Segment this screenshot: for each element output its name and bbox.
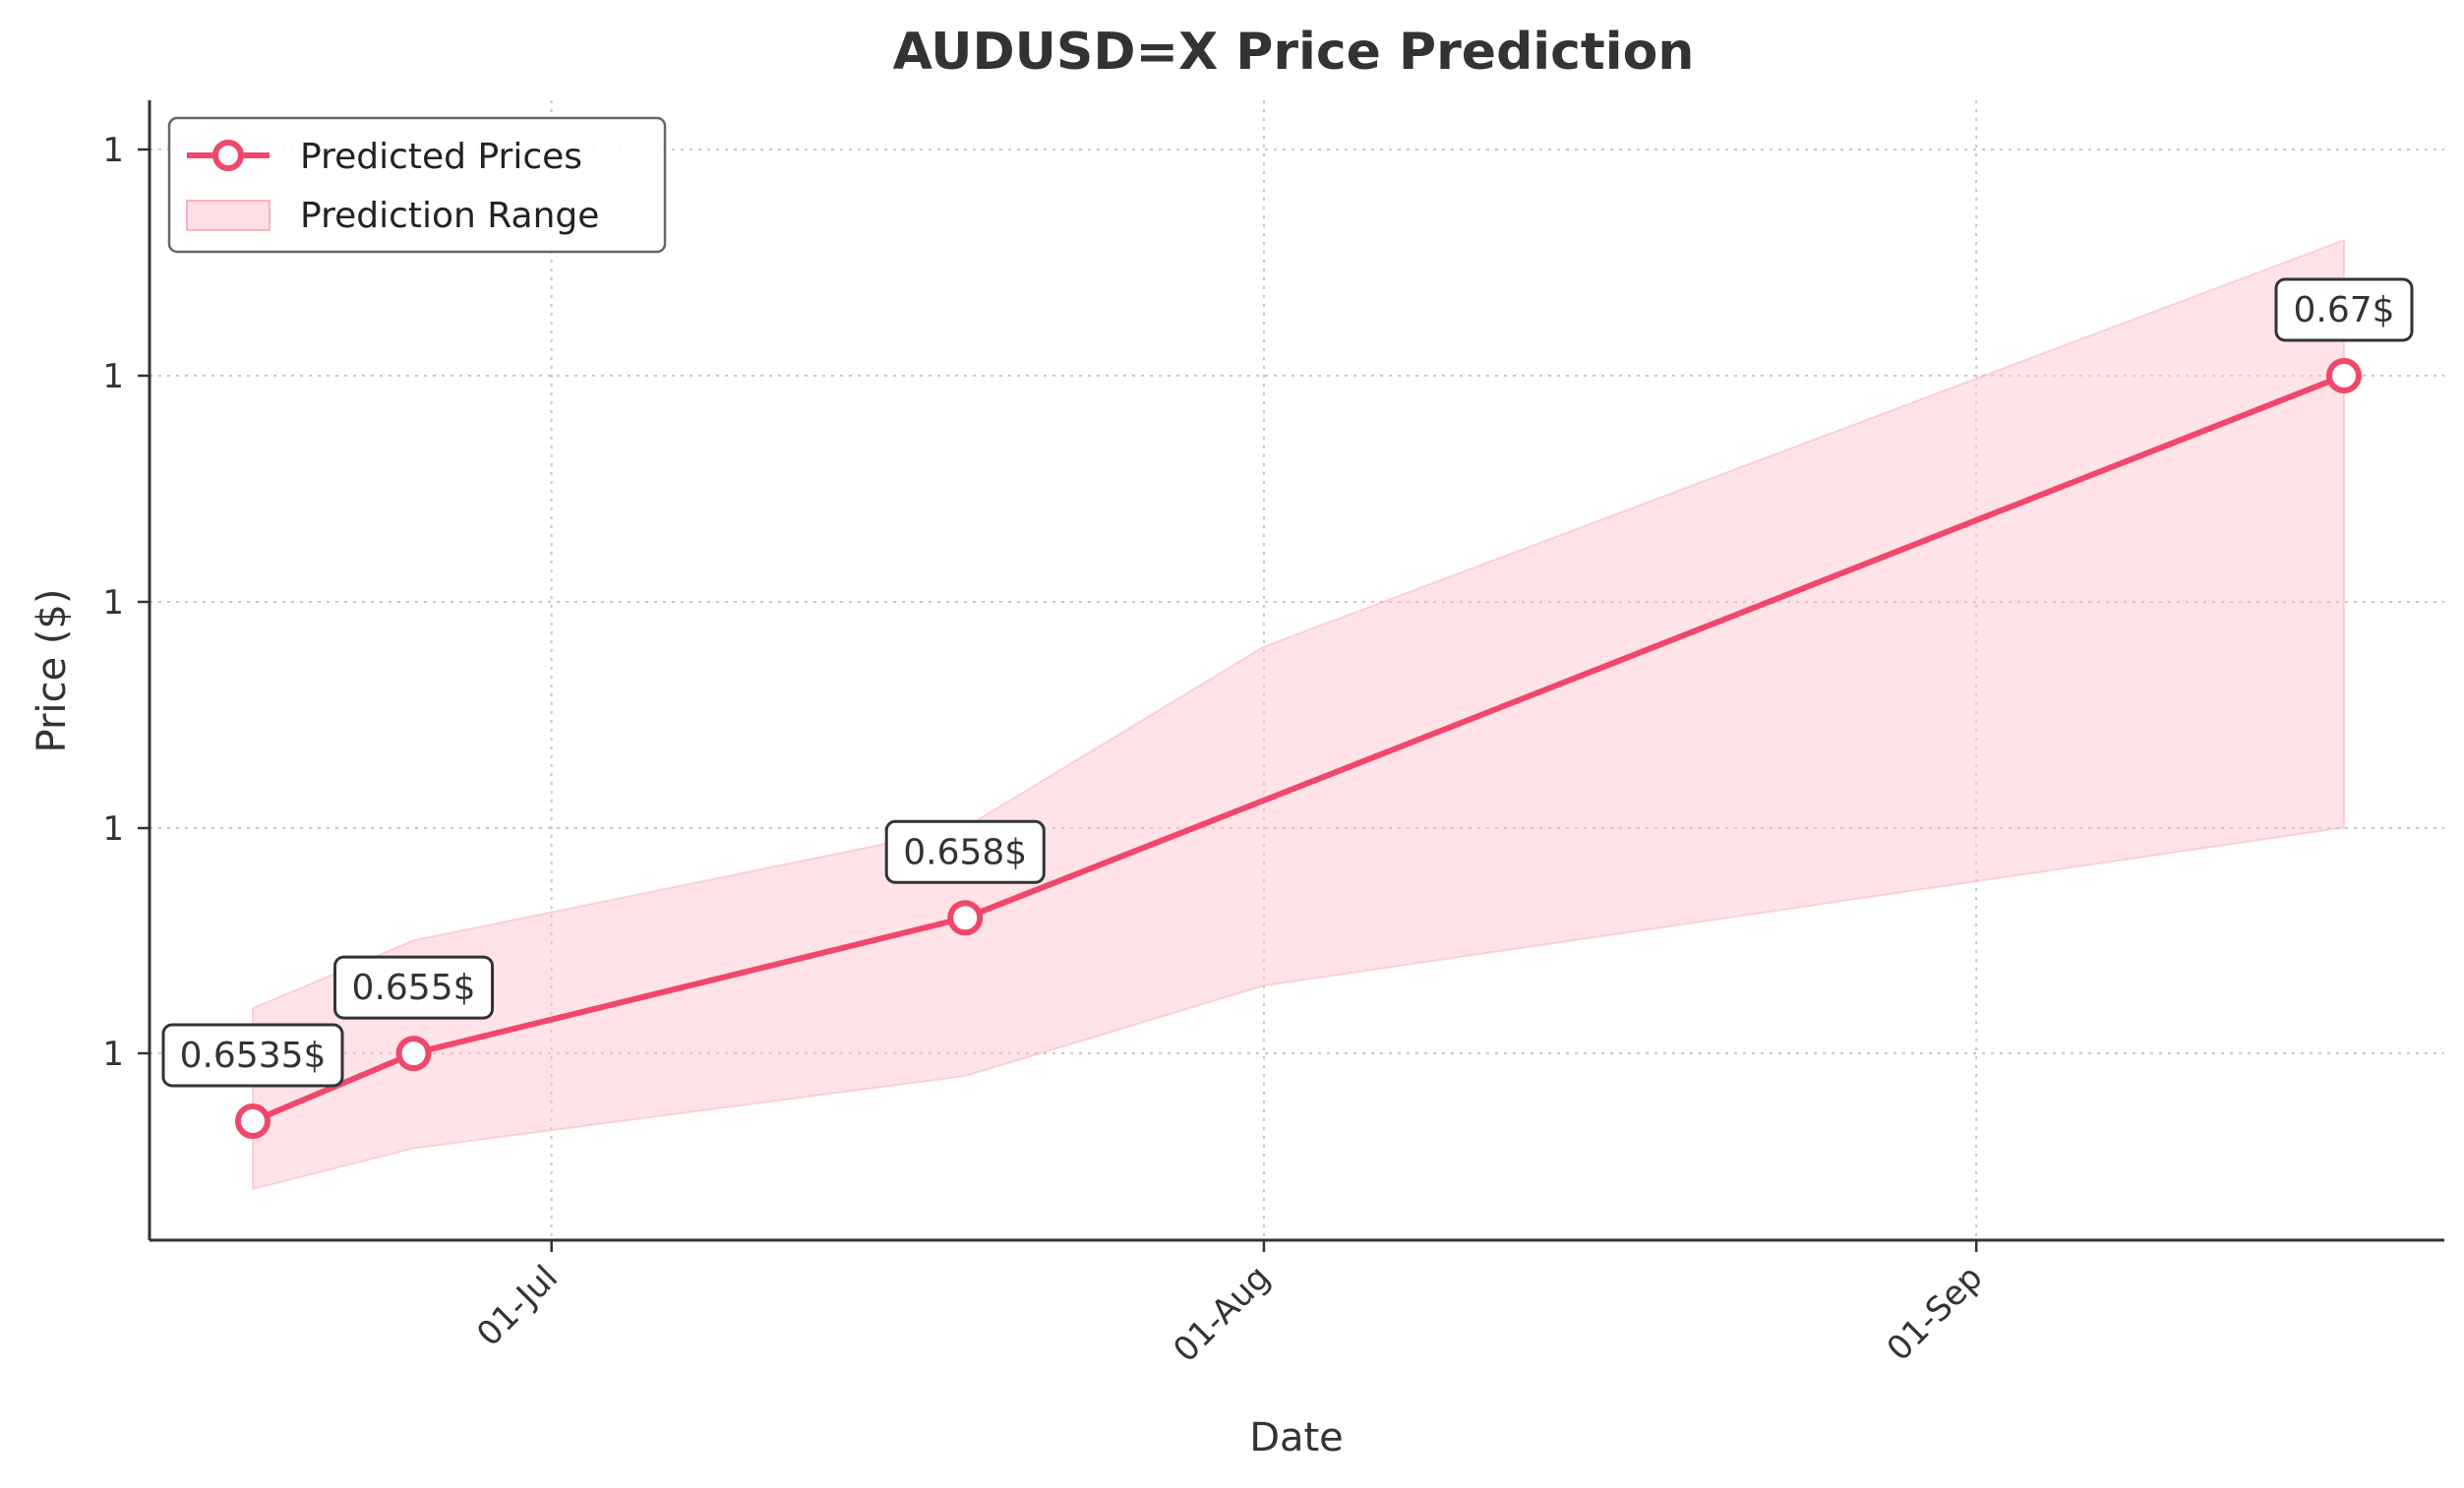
y-axis-label: Price ($) <box>30 589 75 753</box>
x-axis-label: Date <box>1249 1415 1344 1460</box>
prediction-range-band <box>252 238 2345 1191</box>
legend-box <box>167 116 667 254</box>
annotation-label: 0.658$ <box>903 832 1027 872</box>
predicted-price-point <box>395 1036 432 1072</box>
predicted-prices-line <box>251 373 2346 1124</box>
chart-title: AUDUSD=X Price Prediction <box>893 23 1695 82</box>
annotation-box <box>884 819 1046 884</box>
predicted-price-point <box>947 900 984 936</box>
annotation-label: 0.6535$ <box>180 1036 327 1076</box>
annotation-box <box>161 1023 344 1088</box>
annotation-box <box>2274 277 2414 342</box>
y-tick-label: 1 <box>102 583 124 623</box>
y-tick-label: 1 <box>102 357 124 396</box>
y-tick-label: 1 <box>102 809 124 849</box>
y-ticks: 1 1 1 1 1 <box>102 131 150 1074</box>
price-annotations: 0.6535$ 0.655$ 0.658$ 0.67$ <box>161 277 2414 1088</box>
annotation-label: 0.655$ <box>352 968 476 1008</box>
predicted-price-point <box>235 1103 270 1139</box>
predicted-price-points <box>235 358 2362 1139</box>
legend-label-range: Prediction Range <box>300 196 599 236</box>
prediction-range-band-group <box>252 238 2345 1191</box>
legend-label-predicted: Predicted Prices <box>300 137 582 177</box>
legend: Predicted Prices Prediction Range <box>167 116 667 254</box>
annotation-box <box>333 955 495 1020</box>
legend-band-swatch <box>186 200 270 231</box>
y-tick-label: 1 <box>102 1035 124 1074</box>
predicted-price-point <box>2326 358 2362 393</box>
predicted-prices-line-group <box>251 373 2346 1124</box>
legend-marker-swatch <box>212 140 244 171</box>
annotation-label: 0.67$ <box>2293 290 2394 330</box>
y-tick-label: 1 <box>102 131 124 170</box>
